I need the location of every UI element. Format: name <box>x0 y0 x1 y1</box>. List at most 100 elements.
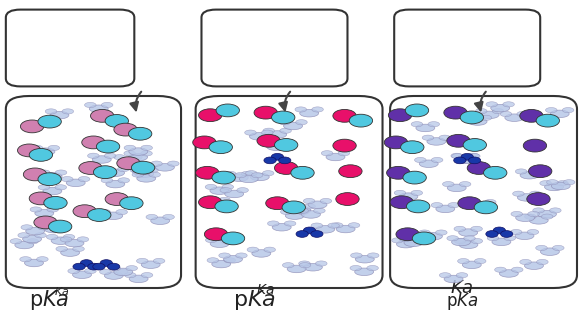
Ellipse shape <box>449 63 463 68</box>
Ellipse shape <box>77 237 89 242</box>
Ellipse shape <box>127 165 139 170</box>
Ellipse shape <box>246 171 257 176</box>
Circle shape <box>282 201 305 214</box>
Ellipse shape <box>293 63 303 68</box>
Ellipse shape <box>319 38 329 42</box>
Ellipse shape <box>105 153 116 158</box>
Ellipse shape <box>25 51 34 55</box>
Circle shape <box>500 231 513 237</box>
Ellipse shape <box>463 115 475 120</box>
Circle shape <box>333 109 356 122</box>
Ellipse shape <box>62 109 74 114</box>
Ellipse shape <box>267 25 277 29</box>
Ellipse shape <box>60 237 72 242</box>
Circle shape <box>93 263 105 270</box>
Ellipse shape <box>137 175 156 182</box>
Ellipse shape <box>279 140 290 146</box>
Ellipse shape <box>550 208 561 213</box>
Ellipse shape <box>85 102 96 108</box>
Ellipse shape <box>303 198 315 204</box>
Ellipse shape <box>486 38 496 42</box>
Ellipse shape <box>141 261 160 268</box>
Ellipse shape <box>457 156 475 164</box>
Ellipse shape <box>222 184 234 189</box>
Circle shape <box>458 197 481 210</box>
Ellipse shape <box>422 135 434 140</box>
Circle shape <box>221 232 245 245</box>
Ellipse shape <box>230 174 248 181</box>
Circle shape <box>274 139 298 151</box>
Ellipse shape <box>449 50 463 56</box>
Ellipse shape <box>84 50 98 56</box>
Ellipse shape <box>46 234 58 240</box>
Ellipse shape <box>149 172 161 177</box>
Ellipse shape <box>135 170 154 178</box>
Text: p$K$$\it{a}$: p$K$$\it{a}$ <box>29 288 70 312</box>
Ellipse shape <box>101 166 113 172</box>
Ellipse shape <box>68 268 79 274</box>
Ellipse shape <box>241 171 253 177</box>
Circle shape <box>384 136 408 149</box>
Ellipse shape <box>55 185 67 190</box>
Ellipse shape <box>537 260 548 265</box>
Ellipse shape <box>299 263 311 268</box>
Circle shape <box>520 109 543 122</box>
Ellipse shape <box>60 50 74 56</box>
Ellipse shape <box>224 258 235 263</box>
Circle shape <box>264 157 276 164</box>
Ellipse shape <box>316 226 335 233</box>
Ellipse shape <box>468 118 487 125</box>
Ellipse shape <box>256 24 270 30</box>
Circle shape <box>339 165 362 178</box>
Ellipse shape <box>512 25 522 29</box>
Ellipse shape <box>237 188 248 193</box>
Ellipse shape <box>527 229 538 235</box>
Ellipse shape <box>436 205 455 212</box>
Ellipse shape <box>458 259 469 264</box>
Ellipse shape <box>460 38 470 42</box>
Ellipse shape <box>444 275 463 283</box>
Ellipse shape <box>124 273 136 278</box>
Circle shape <box>447 134 470 147</box>
Ellipse shape <box>89 105 108 112</box>
Circle shape <box>388 109 412 122</box>
Ellipse shape <box>396 24 410 30</box>
Ellipse shape <box>88 153 99 158</box>
Ellipse shape <box>517 194 536 201</box>
Ellipse shape <box>315 261 327 266</box>
Ellipse shape <box>416 124 435 132</box>
Circle shape <box>38 115 61 128</box>
Ellipse shape <box>31 145 43 150</box>
Circle shape <box>128 127 152 140</box>
Ellipse shape <box>147 167 158 172</box>
Ellipse shape <box>415 157 426 163</box>
Ellipse shape <box>205 184 217 189</box>
Text: p$K$$\it{a}$: p$K$$\it{a}$ <box>446 291 479 312</box>
Ellipse shape <box>451 154 463 159</box>
Ellipse shape <box>212 260 231 268</box>
Ellipse shape <box>109 266 121 271</box>
Ellipse shape <box>26 227 44 235</box>
Ellipse shape <box>537 211 557 218</box>
Circle shape <box>257 134 280 147</box>
Ellipse shape <box>230 24 244 30</box>
Ellipse shape <box>151 217 170 225</box>
Ellipse shape <box>304 204 315 209</box>
Ellipse shape <box>320 198 332 204</box>
Circle shape <box>199 109 222 122</box>
Ellipse shape <box>48 38 58 42</box>
Ellipse shape <box>326 153 345 161</box>
Ellipse shape <box>38 185 50 190</box>
Ellipse shape <box>423 233 442 240</box>
Ellipse shape <box>154 258 165 264</box>
Ellipse shape <box>301 211 321 218</box>
Ellipse shape <box>106 169 124 177</box>
Ellipse shape <box>296 120 307 125</box>
Ellipse shape <box>241 51 251 55</box>
Ellipse shape <box>60 63 74 68</box>
Ellipse shape <box>492 108 504 114</box>
Ellipse shape <box>285 212 304 220</box>
Ellipse shape <box>564 180 575 185</box>
Ellipse shape <box>25 259 43 267</box>
Circle shape <box>73 263 85 270</box>
